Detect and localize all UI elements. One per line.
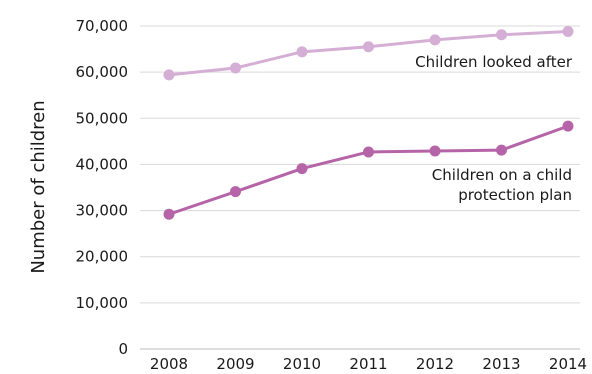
- x-tick-label: 2014: [549, 355, 587, 373]
- data-point: [563, 121, 574, 132]
- data-point: [496, 145, 507, 156]
- data-point: [297, 163, 308, 174]
- x-tick-label: 2010: [283, 355, 321, 373]
- series-labels: Children looked after Children on a child…: [415, 53, 573, 204]
- data-point: [430, 34, 441, 45]
- data-point: [496, 29, 507, 40]
- series-label: Children on a child protection plan: [432, 166, 572, 204]
- y-axis-title: Number of children: [28, 100, 49, 273]
- data-point: [430, 146, 441, 157]
- y-tick-label: 10,000: [76, 294, 129, 312]
- x-tick-label: 2012: [416, 355, 454, 373]
- x-tick-label: 2008: [150, 355, 188, 373]
- x-tick-label: 2013: [482, 355, 520, 373]
- data-point: [563, 26, 574, 37]
- y-tick-label: 50,000: [76, 109, 129, 127]
- y-tick-label: 0: [118, 340, 128, 358]
- data-point: [164, 209, 175, 220]
- y-tick-label: 30,000: [76, 202, 129, 220]
- y-axis-tick-labels: 0 10,000 20,000 30,000 40,000 50,000 60,000 70,…: [76, 17, 129, 358]
- data-point: [363, 41, 374, 52]
- data-point: [230, 62, 241, 73]
- data-point: [230, 186, 241, 197]
- y-tick-label: 20,000: [76, 248, 129, 266]
- y-tick-label: 70,000: [76, 17, 129, 35]
- data-point: [164, 69, 175, 80]
- data-point: [297, 46, 308, 57]
- series-label: Children looked after: [415, 53, 573, 71]
- x-tick-label: 2011: [349, 355, 387, 373]
- x-tick-label: 2009: [216, 355, 254, 373]
- data-point: [363, 146, 374, 157]
- y-tick-label: 40,000: [76, 155, 129, 173]
- y-tick-label: 60,000: [76, 63, 129, 81]
- x-axis-tick-labels: 2008 2009 2010 2011 2012 2013 2014: [150, 355, 587, 373]
